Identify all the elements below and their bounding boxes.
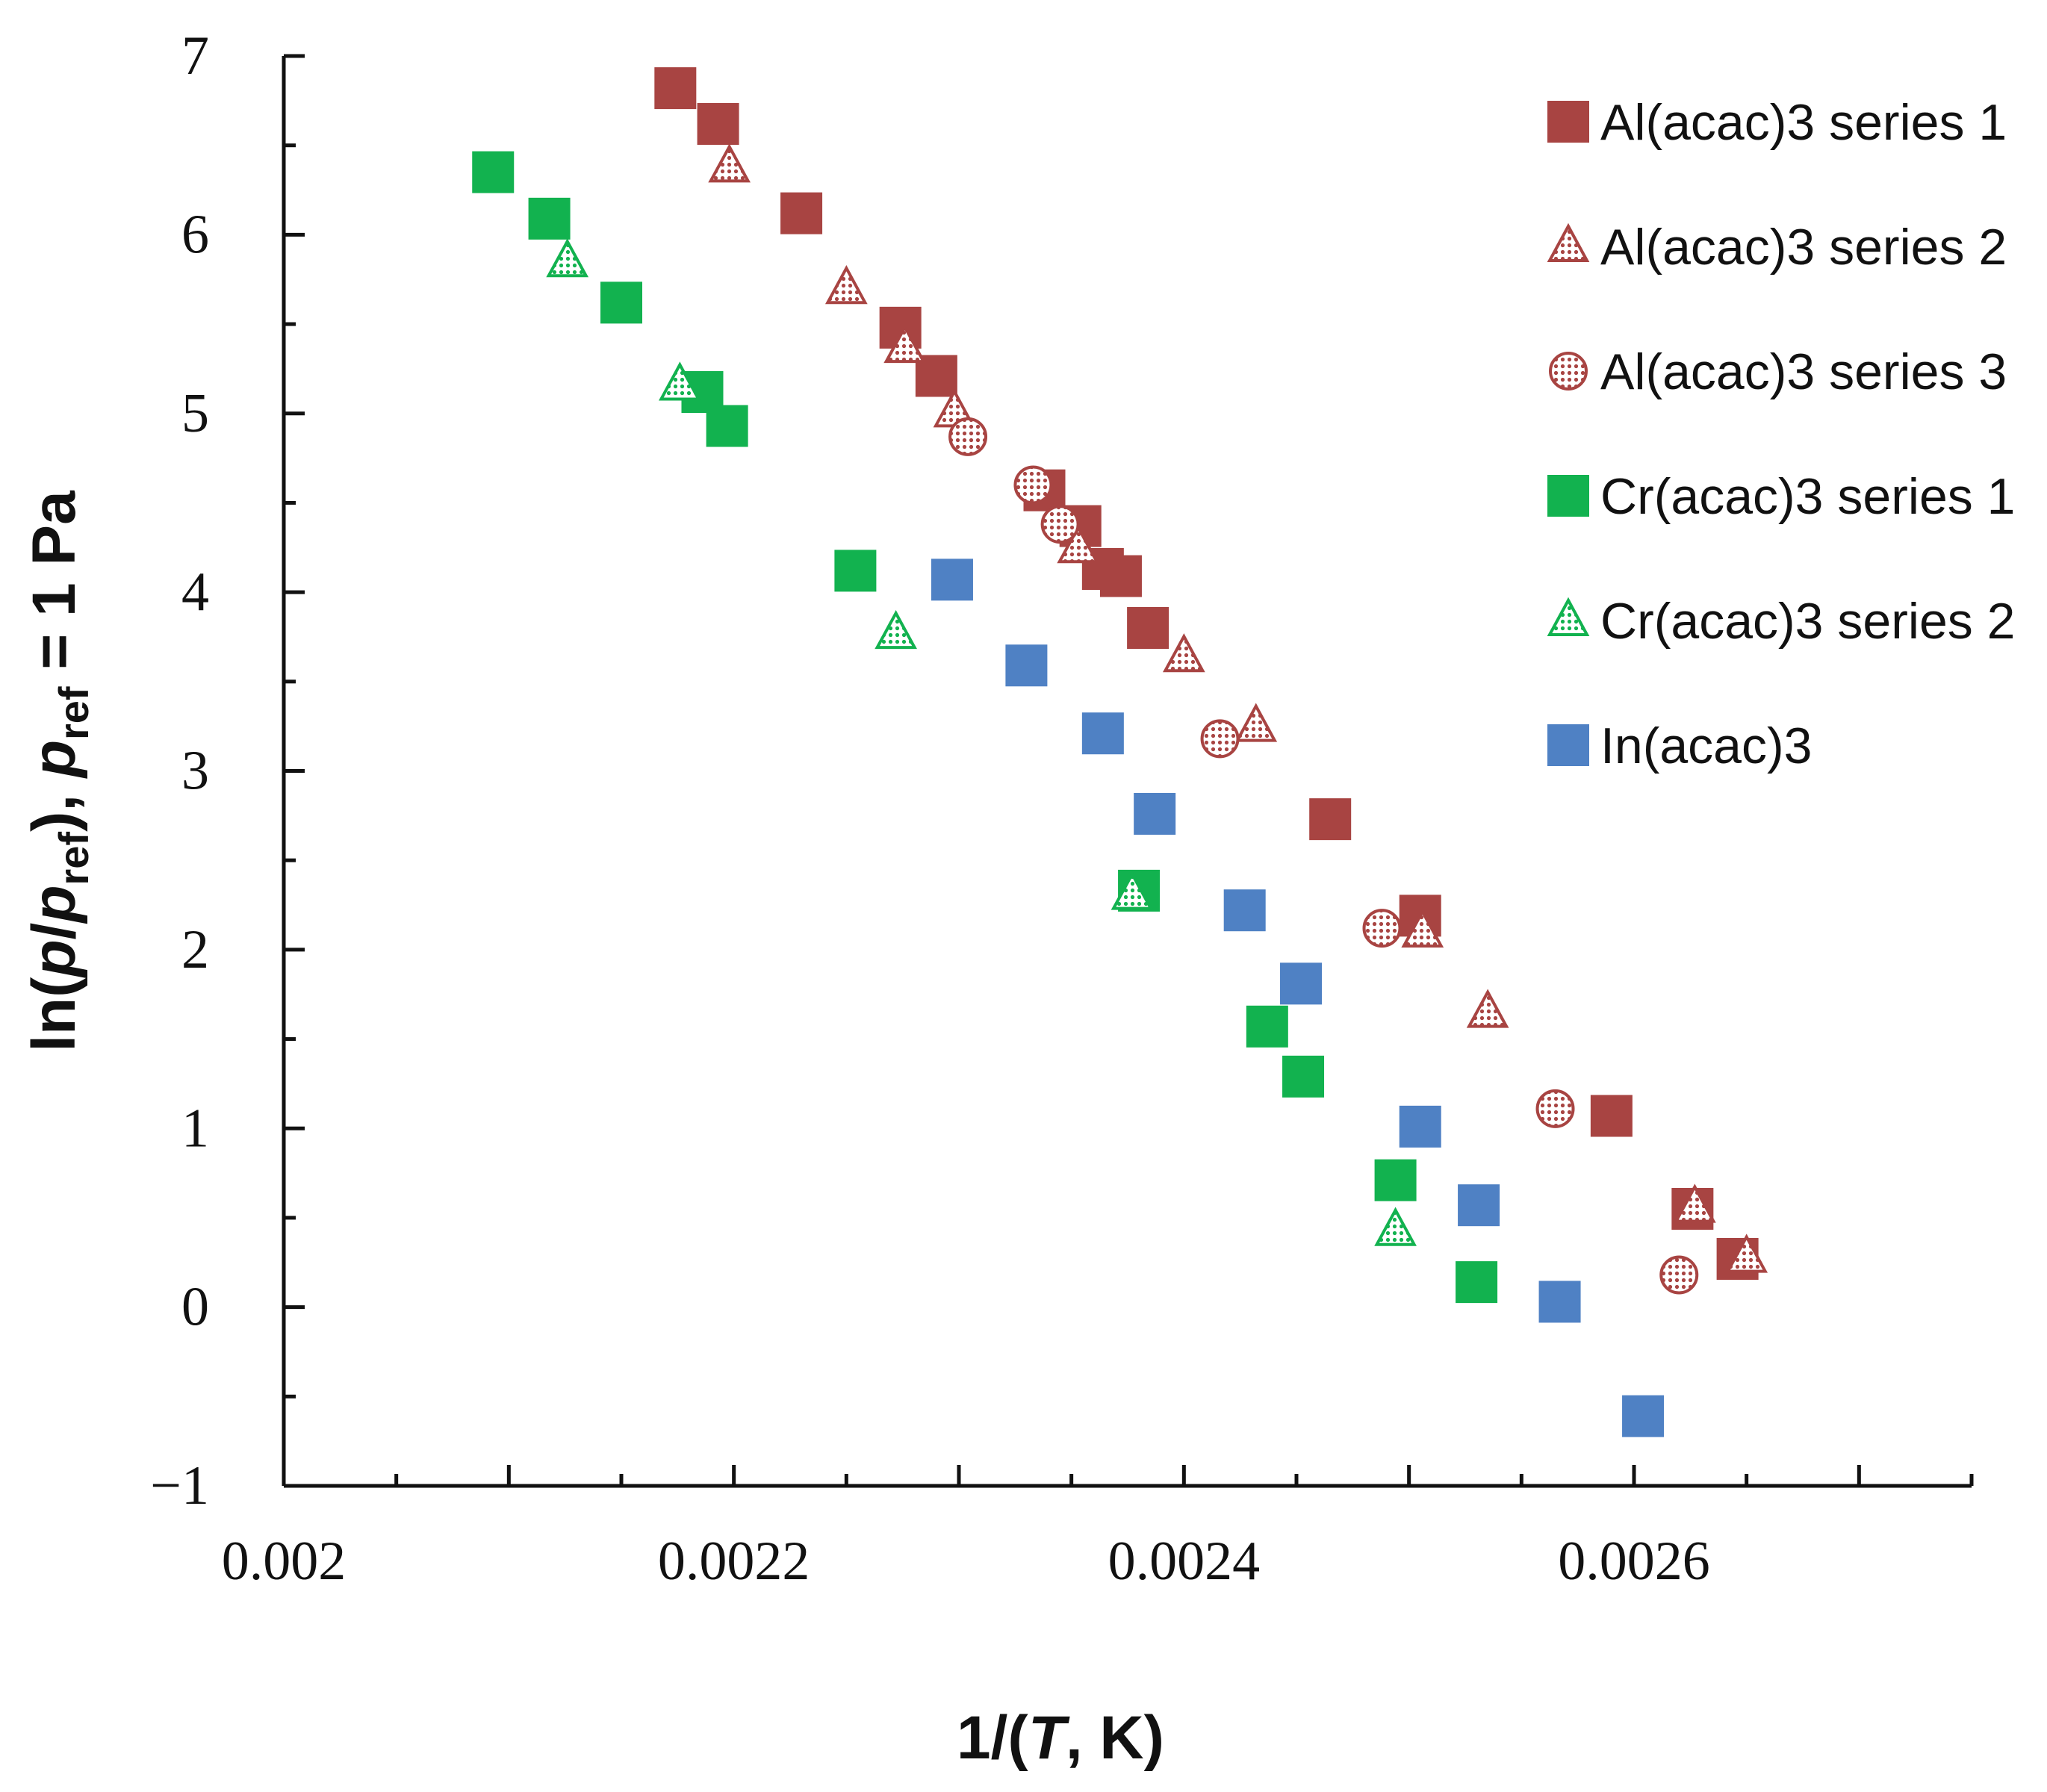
x-tick-label: 0.0026 — [1558, 1531, 1710, 1592]
data-point — [1466, 989, 1509, 1028]
data-point — [1282, 1055, 1325, 1098]
data-point — [708, 143, 751, 183]
legend-entry: Al(acac)3 series 1 — [1547, 94, 2007, 151]
data-point — [528, 197, 571, 240]
data-point — [931, 559, 973, 601]
legend-marker — [1547, 597, 1590, 636]
data-point — [546, 238, 589, 278]
y-tick-label: −1 — [150, 1455, 209, 1516]
x-tick-label: 0.0024 — [1108, 1531, 1261, 1592]
svg-text:ln(p/pref), pref = 1 Pa: ln(p/pref), pref = 1 Pa — [20, 490, 97, 1052]
legend-entry: Al(acac)3 series 2 — [1547, 219, 2007, 276]
data-point — [1622, 1395, 1665, 1437]
y-tick-label: 3 — [181, 741, 209, 802]
data-point — [1362, 909, 1402, 948]
data-point — [1005, 644, 1048, 687]
data-point — [1535, 1089, 1575, 1128]
legend-marker — [1547, 223, 1590, 262]
data-point — [1234, 703, 1278, 742]
series-al-acac-3-series-3 — [948, 417, 1699, 1295]
legend-entry: Cr(acac)3 series 1 — [1547, 468, 2016, 525]
data-point — [1456, 1261, 1498, 1304]
legend-marker — [1549, 352, 1588, 391]
data-point — [706, 405, 748, 447]
y-tick-label: 2 — [181, 919, 209, 980]
series-al-acac-3-series-2 — [708, 143, 1768, 1273]
y-axis-title: ln(p/pref), pref = 1 Pa — [20, 490, 97, 1052]
y-tick-label: 7 — [181, 25, 209, 87]
data-point — [1309, 798, 1352, 841]
data-point — [1673, 1183, 1716, 1223]
data-point — [1399, 1105, 1441, 1148]
data-point — [1374, 1207, 1417, 1246]
data-point — [1538, 1281, 1581, 1323]
data-point — [658, 361, 701, 401]
data-point — [1458, 1184, 1500, 1227]
data-point — [600, 281, 642, 324]
svg-text:1/(T, K): 1/(T, K) — [957, 1704, 1164, 1772]
data-point — [1099, 555, 1142, 597]
data-point — [1200, 719, 1240, 759]
series-al-acac-3-series-1 — [654, 67, 1759, 1280]
data-point — [1162, 633, 1205, 673]
data-point — [875, 609, 917, 650]
legend-marker — [1547, 101, 1589, 143]
data-point — [948, 417, 988, 456]
x-tick-label: 0.002 — [222, 1531, 347, 1592]
legend-label: Cr(acac)3 series 2 — [1600, 593, 2016, 650]
legend-entry: In(acac)3 — [1547, 718, 1812, 774]
data-point — [1040, 505, 1080, 544]
legend-label: In(acac)3 — [1600, 718, 1812, 774]
legend-marker — [1547, 475, 1589, 517]
x-axis-title: 1/(T, K) — [957, 1704, 1164, 1772]
data-point — [697, 102, 739, 145]
data-point — [654, 67, 697, 110]
data-point — [1134, 792, 1176, 835]
y-tick-label: 1 — [181, 1098, 209, 1159]
data-point — [1725, 1233, 1768, 1273]
legend: Al(acac)3 series 1 Al(acac)3 series 2 Al(a… — [1547, 94, 2016, 774]
data-point — [824, 264, 868, 305]
data-point — [472, 151, 515, 193]
data-point — [1590, 1095, 1633, 1137]
axes: −1 0 1 2 3 4 5 6 7 0.002 0.0022 0.0024 0.0026 — [150, 25, 1974, 1592]
legend-entry: Cr(acac)3 series 2 — [1547, 593, 2016, 650]
data-point — [1374, 1159, 1417, 1201]
legend-label: Al(acac)3 series 2 — [1600, 219, 2007, 276]
data-point — [1127, 607, 1170, 649]
legend-label: Cr(acac)3 series 1 — [1600, 468, 2016, 525]
data-point — [780, 192, 823, 234]
data-point — [1246, 1005, 1288, 1048]
y-tick-label: 5 — [181, 383, 209, 444]
data-point — [1659, 1255, 1699, 1295]
data-point — [1111, 871, 1154, 910]
data-point — [1081, 712, 1124, 755]
y-tick-label: 6 — [181, 204, 209, 265]
y-tick-label: 0 — [181, 1277, 209, 1338]
data-point — [1401, 908, 1444, 948]
data-point — [1280, 962, 1323, 1005]
legend-label: Al(acac)3 series 1 — [1600, 94, 2007, 151]
data-point — [1057, 524, 1100, 564]
data-point — [1223, 889, 1266, 932]
data-point — [1013, 465, 1053, 505]
series-cr-acac-3-series-2 — [546, 238, 1417, 1246]
data-point — [834, 550, 877, 592]
series-in-acac-3 — [931, 559, 1665, 1437]
x-tick-label: 0.0022 — [658, 1531, 810, 1592]
series-cr-acac-3-series-1 — [472, 151, 1498, 1304]
y-tick-label: 4 — [181, 561, 209, 623]
legend-entry: Al(acac)3 series 3 — [1549, 343, 2007, 400]
legend-label: Al(acac)3 series 3 — [1600, 343, 2007, 400]
data-points — [472, 67, 1768, 1437]
legend-marker — [1547, 724, 1589, 766]
data-point — [883, 323, 927, 364]
